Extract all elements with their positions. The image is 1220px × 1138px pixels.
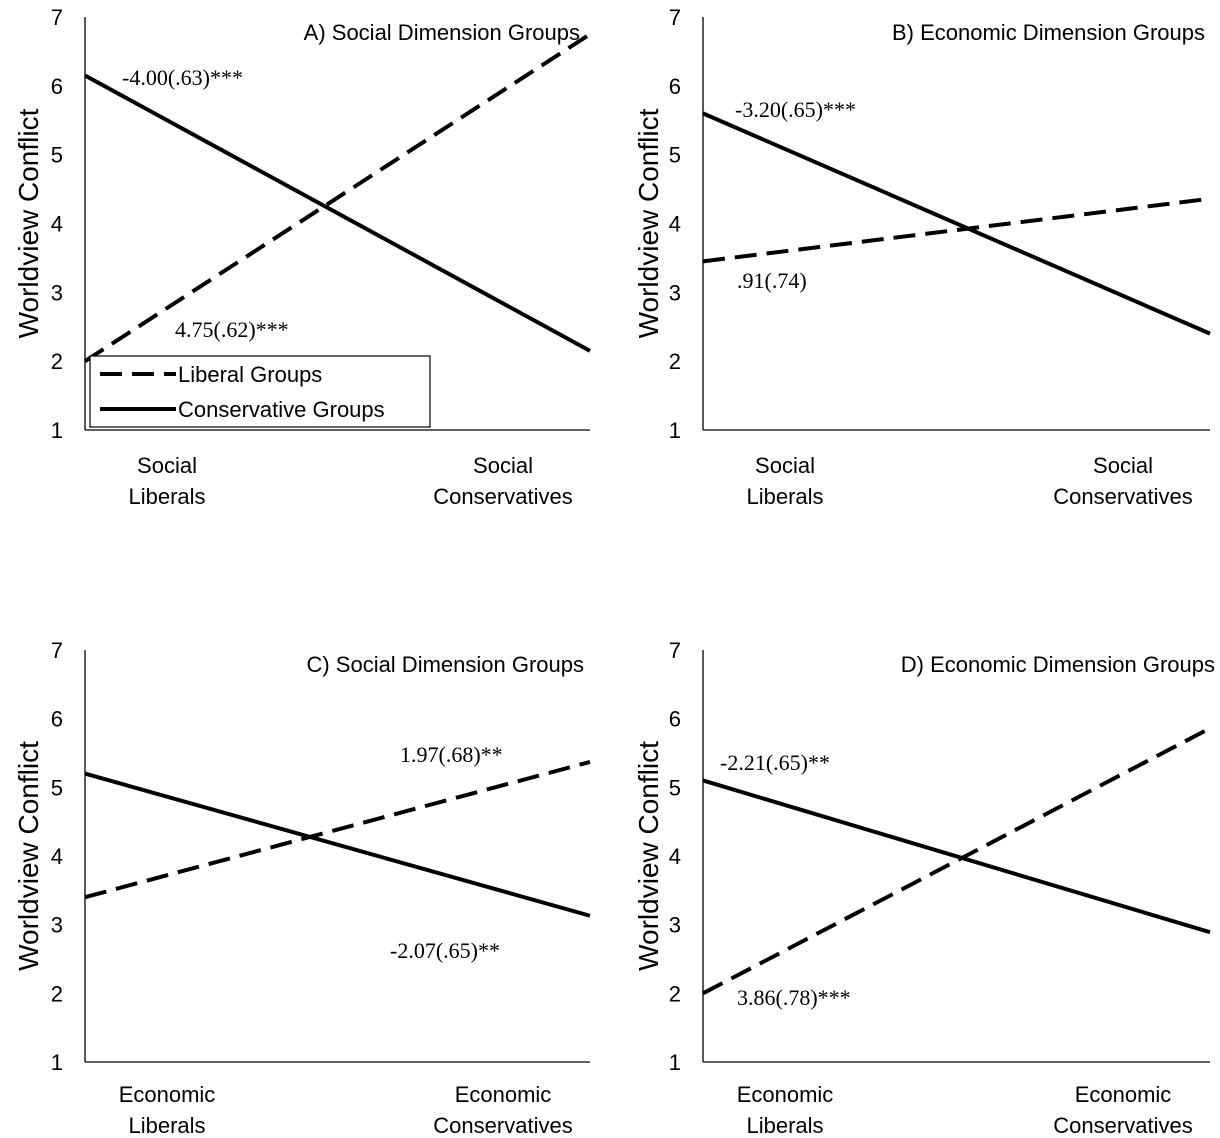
x-category-label: Social Conservatives (1053, 453, 1192, 509)
y-tick-label: 3 (51, 280, 63, 305)
x-category-line: Social (137, 453, 197, 478)
slope-annotation: -2.21(.65)** (720, 750, 830, 775)
x-category-line: Economic (119, 1082, 216, 1107)
x-category-line: Economic (1075, 1082, 1172, 1107)
y-tick-label: 4 (669, 844, 681, 869)
chart-title: B) Economic Dimension Groups (892, 20, 1205, 45)
liberal-groups-line (83, 32, 592, 363)
x-category-line: Economic (455, 1082, 552, 1107)
y-tick-label: 7 (51, 638, 63, 663)
x-category-label: Economic Conservatives (433, 1082, 572, 1138)
y-tick-label: 4 (51, 844, 63, 869)
slope-annotation: -4.00(.63)*** (122, 65, 243, 90)
x-category-line: Liberals (746, 1113, 823, 1138)
x-category-line: Conservatives (1053, 484, 1192, 509)
x-category-line: Conservatives (1053, 1113, 1192, 1138)
x-category-label: Social Conservatives (433, 453, 572, 509)
conservative-groups-line (702, 111, 1211, 336)
y-tick-label: 3 (51, 913, 63, 938)
slope-annotation: -3.20(.65)*** (735, 97, 856, 122)
y-tick-label: 3 (669, 913, 681, 938)
y-tick-label: 4 (669, 212, 681, 237)
y-tick-label: 2 (669, 981, 681, 1006)
y-tick-label: 1 (51, 418, 63, 443)
slope-annotation: 4.75(.62)*** (175, 317, 289, 342)
y-axis-label: Worldview Conflict (633, 108, 664, 338)
x-category-label: Social Liberals (128, 453, 205, 509)
legend-entry: Liberal Groups (178, 362, 322, 387)
x-category-label: Economic Conservatives (1053, 1082, 1192, 1138)
panel-4: 1 2 3 4 5 6 7 Worldview Conflict D) Economic Dim… (633, 638, 1215, 1138)
x-category-line: Liberals (746, 484, 823, 509)
slope-annotation: 1.97(.68)** (400, 742, 503, 767)
chart-title: D) Economic Dimension Groups (901, 652, 1215, 677)
x-category-line: Economic (737, 1082, 834, 1107)
x-category-label: Economic Liberals (119, 1082, 216, 1138)
liberal-groups-line (84, 759, 591, 900)
y-tick-label: 4 (51, 212, 63, 237)
legend-box (89, 355, 431, 428)
y-tick-label: 5 (669, 775, 681, 800)
chart-title: C) Social Dimension Groups (306, 652, 584, 677)
slope-annotation: .91(.74) (737, 268, 807, 293)
legend-entry: Conservative Groups (178, 397, 385, 422)
y-tick-label: 6 (51, 707, 63, 732)
conservative-groups-line (84, 771, 591, 918)
y-tick-label: 7 (669, 638, 681, 663)
y-axis-label: Worldview Conflict (13, 741, 44, 971)
liberal-groups-line (702, 196, 1211, 264)
y-tick-label: 6 (669, 74, 681, 99)
y-tick-label: 5 (669, 143, 681, 168)
y-tick-label: 1 (669, 1050, 681, 1075)
x-category-line: Liberals (128, 1113, 205, 1138)
x-category-line: Social (473, 453, 533, 478)
y-tick-label: 7 (669, 5, 681, 30)
slope-annotation: 3.86(.78)*** (737, 985, 851, 1010)
panel-2: 1 2 3 4 5 6 7 Worldview Conflict B) Economic Dim… (633, 5, 1211, 509)
panel-3: 1 2 3 4 5 6 7 Worldview Conflict C) Social Dimen… (13, 638, 591, 1138)
y-tick-label: 2 (51, 349, 63, 374)
y-tick-label: 7 (51, 5, 63, 30)
panel-1: 1 2 3 4 5 6 7 Worldview Conflict A) Social Dimen… (13, 5, 592, 509)
conservative-groups-line (702, 778, 1211, 935)
x-category-line: Liberals (128, 484, 205, 509)
x-category-line: Social (1093, 453, 1153, 478)
x-category-line: Conservatives (433, 484, 572, 509)
y-tick-label: 2 (51, 981, 63, 1006)
y-tick-label: 5 (51, 775, 63, 800)
y-tick-label: 2 (669, 349, 681, 374)
x-category-label: Economic Liberals (737, 1082, 834, 1138)
y-tick-label: 3 (669, 280, 681, 305)
y-tick-label: 6 (669, 707, 681, 732)
slope-annotation: -2.07(.65)** (390, 938, 500, 963)
x-category-line: Social (755, 453, 815, 478)
y-tick-label: 1 (669, 418, 681, 443)
y-tick-label: 6 (51, 74, 63, 99)
y-axis-label: Worldview Conflict (633, 741, 664, 971)
y-axis-label: Worldview Conflict (13, 108, 44, 338)
y-tick-label: 5 (51, 143, 63, 168)
y-tick-label: 1 (51, 1050, 63, 1075)
x-category-line: Conservatives (433, 1113, 572, 1138)
conservative-groups-line (84, 73, 591, 353)
chart-title: A) Social Dimension Groups (304, 20, 580, 45)
x-category-label: Social Liberals (746, 453, 823, 509)
